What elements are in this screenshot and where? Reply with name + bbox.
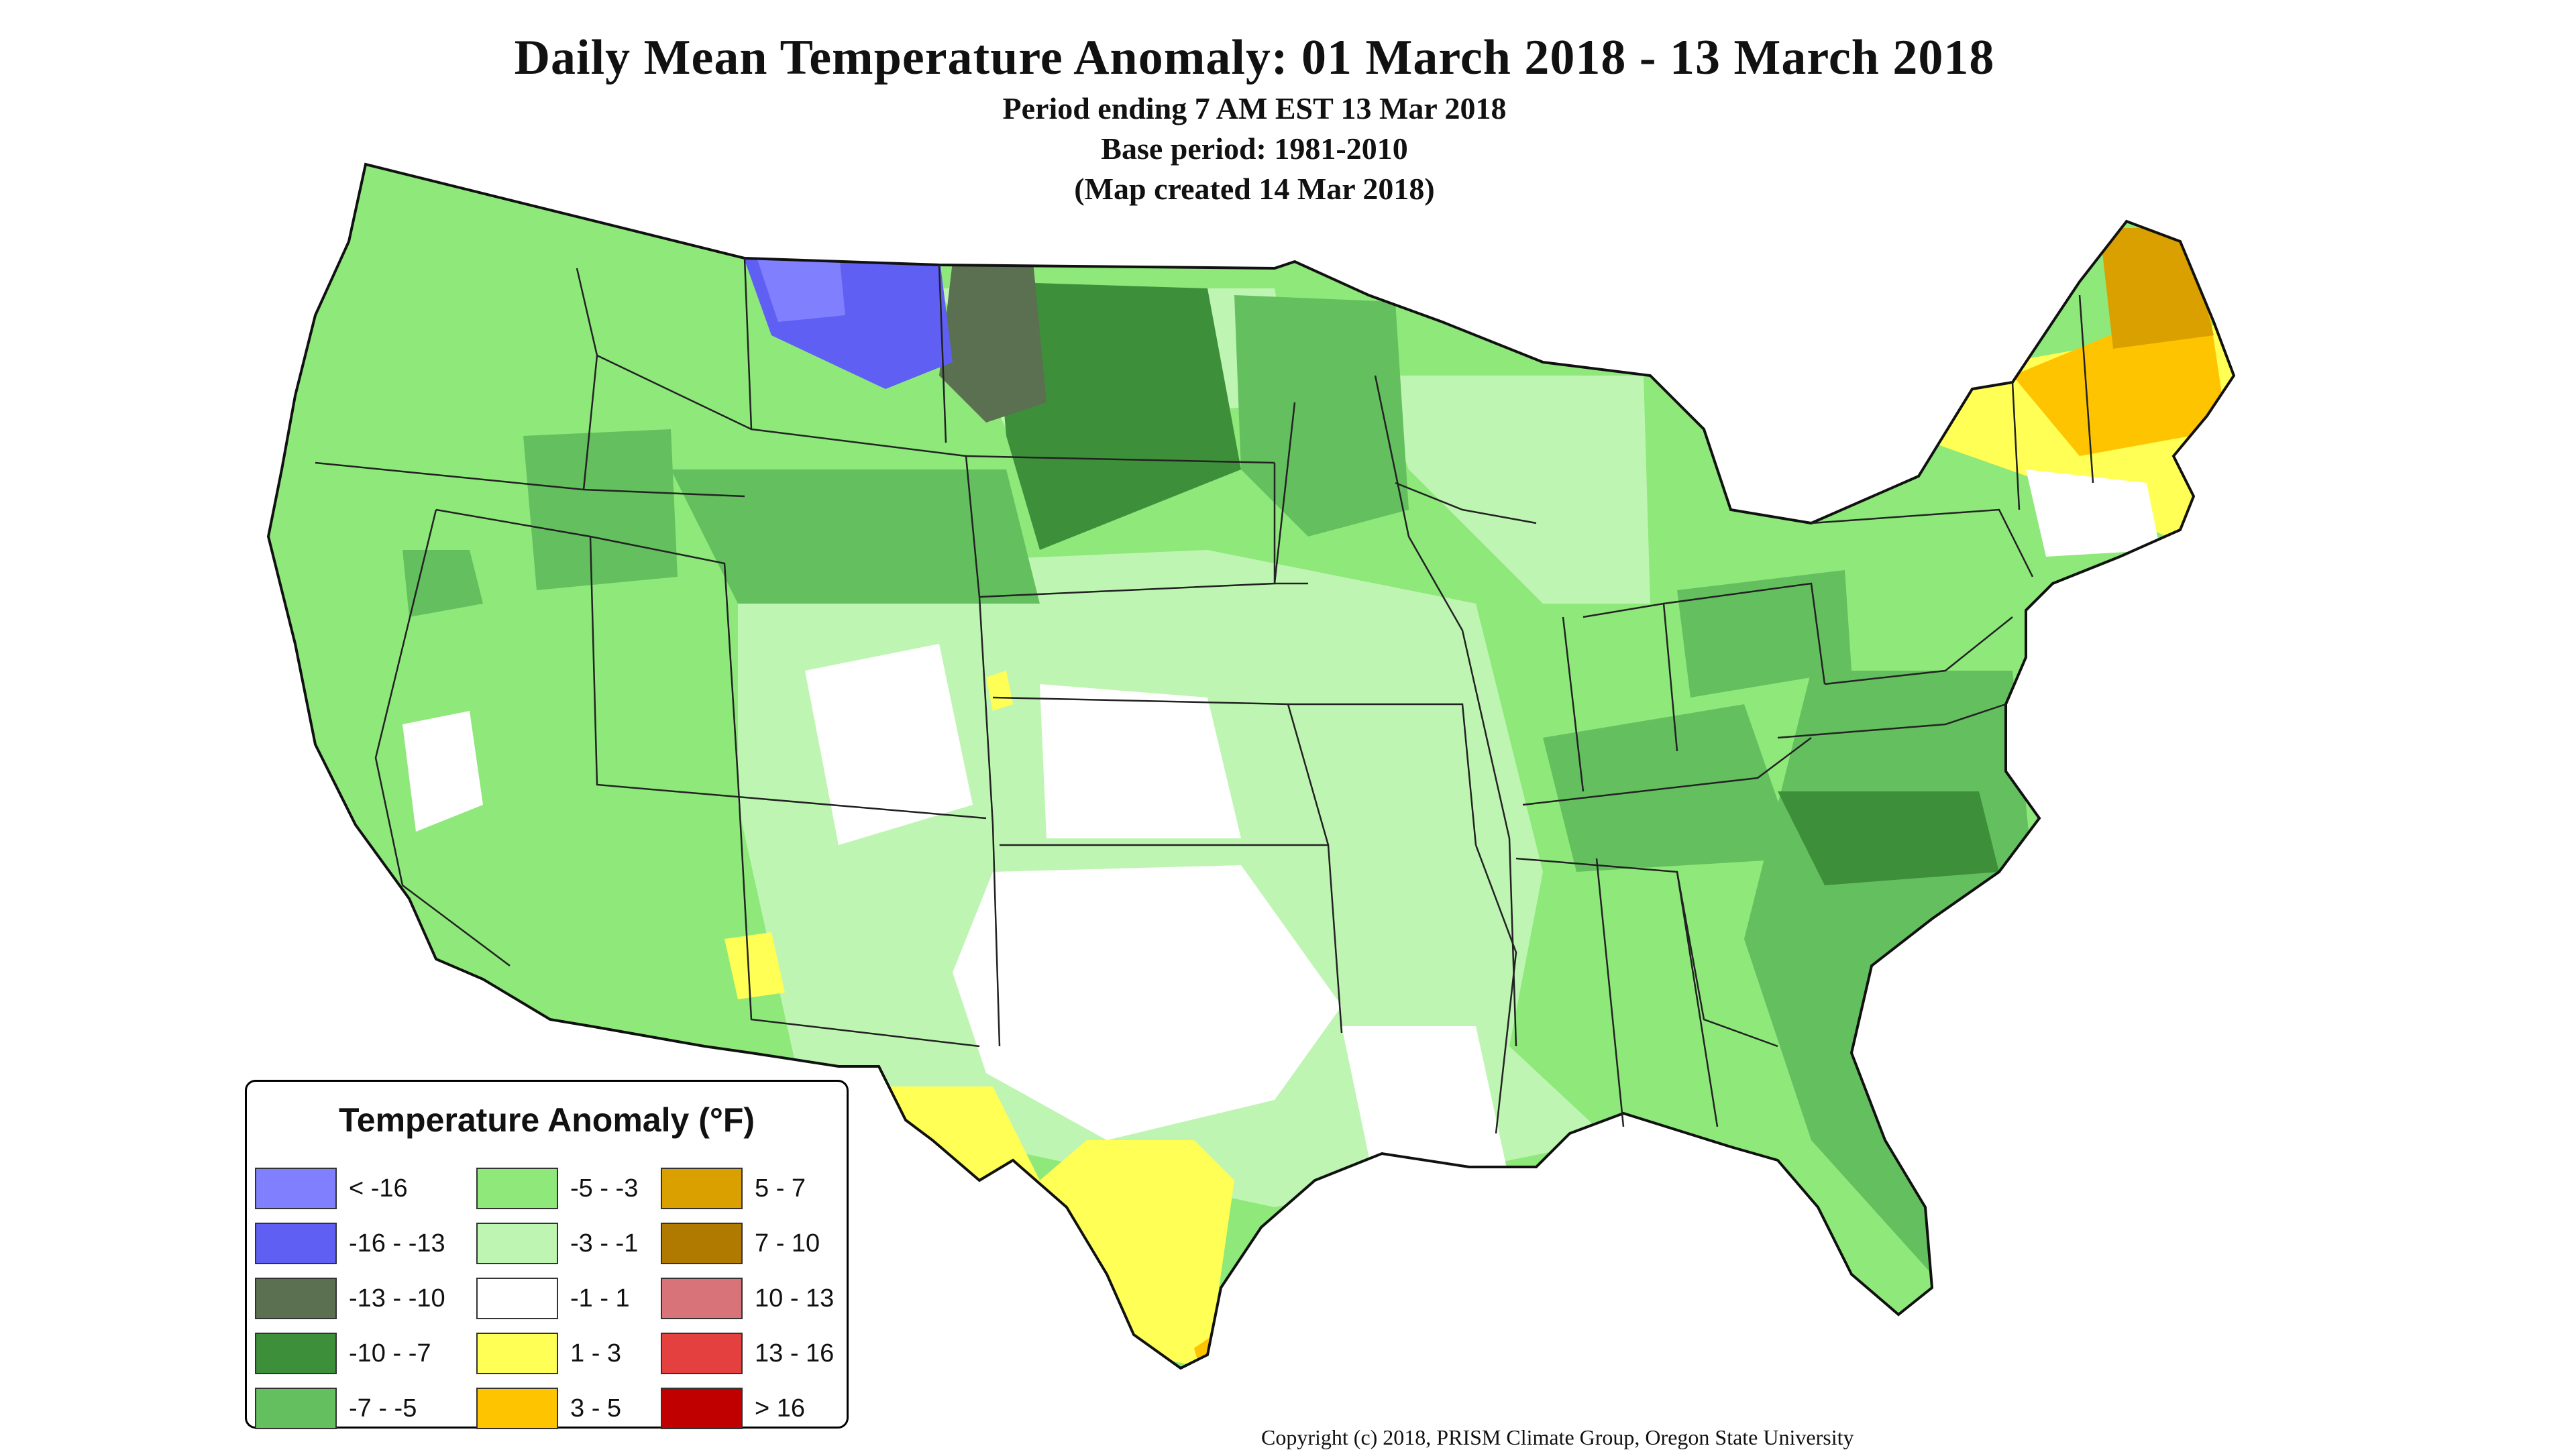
legend-item: 3 - 5 (476, 1381, 661, 1436)
legend-swatch (476, 1388, 558, 1429)
legend-label: 13 - 16 (755, 1339, 835, 1368)
legend-item: 7 - 10 (661, 1216, 842, 1271)
subtitle-created: (Map created 14 Mar 2018) (1074, 172, 1435, 206)
legend-item: -7 - -5 (255, 1381, 476, 1436)
subtitle-base-period: Base period: 1981-2010 (1101, 131, 1408, 166)
legend-item: 10 - 13 (661, 1271, 842, 1326)
legend-label: -3 - -1 (570, 1229, 639, 1258)
legend-label: 3 - 5 (570, 1394, 622, 1423)
legend-label: -7 - -5 (349, 1394, 417, 1423)
legend-swatch (661, 1333, 743, 1374)
legend-item: -10 - -7 (255, 1326, 476, 1381)
legend-item: 5 - 7 (661, 1161, 842, 1216)
legend-item: -1 - 1 (476, 1271, 661, 1326)
legend-label: -13 - -10 (349, 1284, 445, 1313)
legend-swatch (255, 1333, 337, 1374)
legend-item: -16 - -13 (255, 1216, 476, 1271)
legend-swatch (255, 1168, 337, 1209)
legend-swatch (476, 1168, 558, 1209)
subtitle-period: Period ending 7 AM EST 13 Mar 2018 (1002, 91, 1507, 125)
legend-label: -16 - -13 (349, 1229, 445, 1258)
legend-label: -5 - -3 (570, 1174, 639, 1203)
title-block: Daily Mean Temperature Anomaly: 01 March… (0, 27, 2509, 209)
legend-label: 7 - 10 (755, 1229, 820, 1258)
legend-swatch (255, 1278, 337, 1319)
legend-swatch (255, 1388, 337, 1429)
legend-title: Temperature Anomaly (°F) (338, 1101, 755, 1139)
legend-swatch (476, 1223, 558, 1264)
map-title: Daily Mean Temperature Anomaly: 01 March… (514, 30, 1995, 85)
copyright-text: Copyright (c) 2018, PRISM Climate Group,… (1261, 1425, 1854, 1449)
legend-item: -3 - -1 (476, 1216, 661, 1271)
legend-swatch (661, 1388, 743, 1429)
legend-swatch (661, 1168, 743, 1209)
legend-item: > 16 (661, 1381, 842, 1436)
state-boundaries (315, 258, 2094, 1134)
legend-swatch (476, 1333, 558, 1374)
legend-label: 5 - 7 (755, 1174, 806, 1203)
legend-swatch (661, 1223, 743, 1264)
legend-swatch (255, 1223, 337, 1264)
legend-item: -13 - -10 (255, 1271, 476, 1326)
legend-swatch (476, 1278, 558, 1319)
legend-grid: < -16 -16 - -13 -13 - -10 -10 - -7 -7 - … (255, 1161, 842, 1436)
legend-label: -10 - -7 (349, 1339, 431, 1368)
legend-label: < -16 (349, 1174, 408, 1203)
legend-item: < -16 (255, 1161, 476, 1216)
legend-label: -1 - 1 (570, 1284, 630, 1313)
legend-swatch (661, 1278, 743, 1319)
legend: Temperature Anomaly (°F) < -16 -16 - -13… (245, 1080, 849, 1429)
legend-label: 1 - 3 (570, 1339, 622, 1368)
legend-item: 1 - 3 (476, 1326, 661, 1381)
legend-label: > 16 (755, 1394, 806, 1423)
legend-item: -5 - -3 (476, 1161, 661, 1216)
legend-label: 10 - 13 (755, 1284, 835, 1313)
legend-item: 13 - 16 (661, 1326, 842, 1381)
